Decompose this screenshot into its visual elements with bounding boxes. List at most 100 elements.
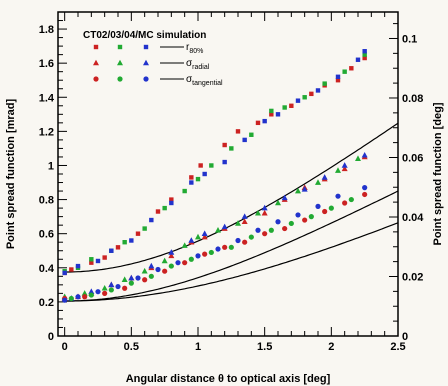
point-CT03-triangle [275, 199, 281, 206]
point-CT04-circle [362, 185, 368, 191]
point-CT02-square [349, 66, 354, 71]
point-CT02-circle [82, 294, 88, 300]
point-CT04-circle [135, 275, 141, 281]
point-CT04-triangle [108, 281, 115, 288]
legend-title: CT02/03/04/MC simulation [83, 30, 206, 41]
point-CT04-circle [95, 289, 101, 295]
point-CT02-circle [222, 244, 228, 250]
point-CT03-circle [208, 249, 214, 256]
point-CT04-square [275, 112, 281, 117]
point-CT03-triangle [161, 257, 168, 264]
axis-ticks: 0 0.5 1 1.5 2 2.500.20.40.60.811.21.41.61.800… [39, 12, 424, 353]
point-CT02-circle [262, 231, 268, 237]
point-CT04-square [75, 263, 81, 269]
point-CT03-triangle [81, 290, 88, 296]
y-tick-label-right: 0.06 [402, 152, 423, 164]
point-CT04-circle [175, 260, 181, 266]
point-CT03-circle [348, 196, 354, 203]
x-tick-label: 0 [62, 341, 68, 353]
point-CT03-square [342, 69, 347, 74]
legend-label: σtangential [186, 74, 223, 87]
legend-marker-square [143, 44, 149, 50]
point-CT02-square [222, 142, 227, 148]
legend-label: σradial [186, 58, 210, 71]
point-CT02-square [169, 197, 174, 202]
x-tick-label: 1 [195, 341, 201, 353]
point-CT04-triangle [361, 151, 368, 158]
point-CT03-circle [68, 295, 74, 302]
point-CT04-circle [295, 212, 301, 218]
fit-curves [64, 122, 399, 302]
point-CT03-circle [88, 292, 94, 298]
y-tick-label-left: 0.6 [39, 229, 54, 241]
x-tick-label: 0.5 [124, 341, 139, 353]
point-CT03-circle [108, 287, 114, 293]
point-CT04-triangle [261, 204, 268, 211]
point-CT03-triangle [335, 167, 341, 173]
point-CT04-circle [155, 266, 161, 273]
point-CT04-square [295, 98, 301, 103]
y-tick-label-left: 0.8 [39, 195, 54, 207]
point-CT02-triangle [241, 218, 248, 225]
point-CT03-triangle [315, 179, 321, 185]
point-CT04-triangle [188, 237, 195, 243]
point-CT02-triangle [341, 165, 348, 172]
legend-label-main: r [186, 42, 190, 53]
y-tick-label-left: 1.8 [39, 24, 54, 36]
point-CT03-square [209, 163, 214, 168]
point-CT02-circle [302, 217, 308, 223]
point-CT03-square [322, 81, 327, 86]
legend-label-main: σ [186, 58, 193, 69]
point-CT04-circle [215, 246, 221, 252]
legend-label-main: σ [186, 74, 193, 85]
point-CT02-triangle [201, 233, 208, 240]
y-tick-label-left: 0.4 [39, 263, 55, 275]
point-CT04-square [189, 180, 194, 185]
point-CT04-square [355, 57, 361, 62]
point-CT04-circle [335, 193, 341, 199]
point-CT04-triangle [88, 288, 95, 294]
point-CT04-square [169, 200, 174, 206]
point-CT04-square [335, 74, 341, 79]
legend-marker-triangle [143, 59, 149, 66]
point-CT02-square [235, 129, 241, 134]
point-CT02-square [155, 209, 161, 214]
point-CT02-circle [202, 251, 208, 257]
y-tick-label-right: 0.02 [402, 271, 423, 283]
point-CT03-triangle [181, 242, 188, 248]
point-CT04-triangle [221, 223, 228, 230]
point-CT03-triangle [355, 155, 361, 161]
point-CT02-circle [362, 191, 368, 198]
x-tick-label: 2 [328, 341, 334, 353]
point-CT02-square [362, 55, 367, 61]
point-CT04-square [109, 248, 114, 253]
legend-label-sub: tangential [192, 80, 223, 87]
point-CT03-square [282, 105, 287, 110]
point-CT04-square [129, 238, 134, 243]
point-CT04-circle [62, 297, 68, 303]
legend-label-sub: radial [192, 64, 210, 71]
point-CT02-square [255, 120, 261, 126]
fit-curve-sigma_radial [64, 190, 399, 302]
y-axis-title-right: Point spread function [deg] [432, 102, 444, 245]
point-CT04-circle [315, 203, 321, 209]
legend-marker-square [93, 44, 99, 50]
fit-curve-sigma_tangential [64, 222, 399, 302]
point-CT03-square [362, 52, 367, 57]
point-CT04-triangle [301, 186, 308, 192]
point-CT04-triangle [168, 249, 175, 255]
point-CT04-triangle [201, 230, 208, 236]
point-CT04-square [242, 137, 247, 143]
y-tick-label-left: 1.6 [39, 58, 54, 70]
x-tick-label: 1.5 [257, 341, 272, 353]
data-points [61, 49, 368, 303]
point-CT03-triangle [255, 209, 261, 216]
point-CT02-triangle [261, 209, 268, 216]
y-tick-label-left: 1.2 [39, 126, 54, 138]
point-CT02-circle [182, 260, 188, 266]
point-CT03-circle [228, 244, 234, 250]
point-CT03-circle [128, 280, 134, 286]
point-CT03-triangle [121, 276, 128, 283]
point-CT03-circle [148, 273, 154, 279]
point-CT03-square [142, 226, 147, 231]
